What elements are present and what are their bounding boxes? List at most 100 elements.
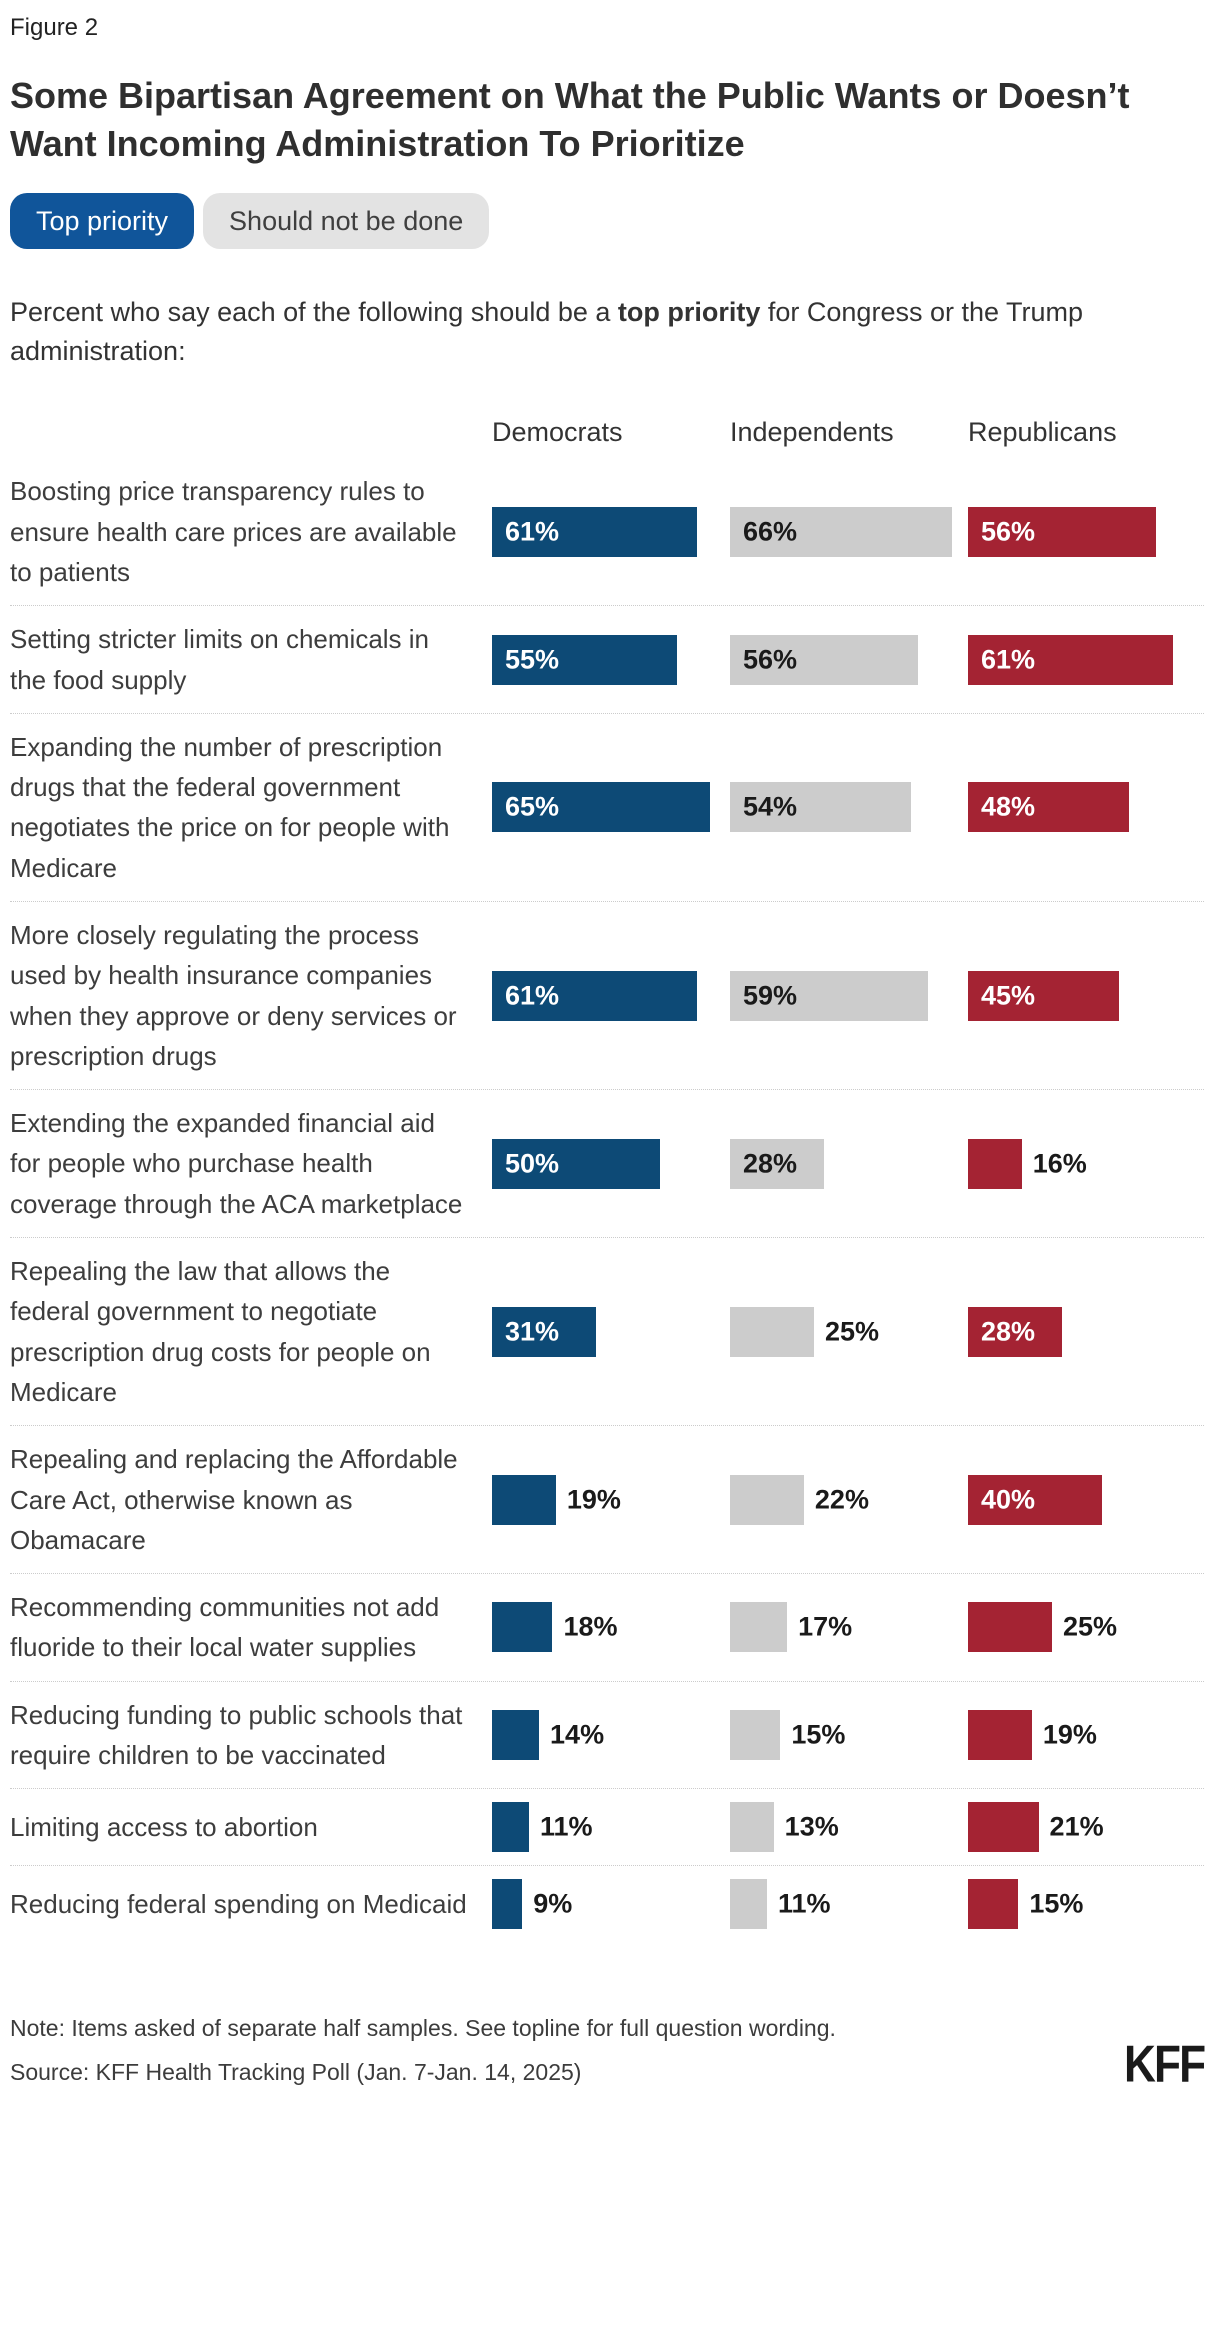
bar-value: 66% [743,516,798,547]
republicans-bar: 15% [968,1879,1083,1930]
table-row: Setting stricter limits on chemicals in … [10,606,1204,714]
footer-source: Source: KFF Health Tracking Poll (Jan. 7… [10,2059,582,2086]
row-label: Reducing federal spending on Medicaid [10,1889,467,1920]
row-label: Recommending communities not add fluorid… [10,1592,440,1663]
republicans-bar: 28% [968,1306,1063,1357]
democrats-bar-cell: 31% [492,1306,730,1357]
independents-bar-cell: 15% [730,1710,968,1761]
bar-value: 17% [798,1611,853,1642]
republicans-bar-cell: 56% [968,506,1206,557]
chart-title: Some Bipartisan Agreement on What the Pu… [10,75,1130,164]
democrats-bar: 55% [492,634,677,685]
democrats-bar: 61% [492,506,697,557]
bar-value: 15% [1029,1888,1084,1919]
bar-value: 40% [981,1484,1036,1515]
independents-bar: 13% [730,1802,839,1853]
table-row: Limiting access to abortion 11% 13% 21% [10,1789,1204,1867]
democrats-bar-cell: 61% [492,970,730,1021]
democrats-bar: 19% [492,1474,621,1525]
democrats-bar-cell: 9% [492,1879,730,1930]
democrats-bar: 61% [492,970,697,1021]
independents-bar: 54% [730,782,912,833]
row-label: Expanding the number of prescription dru… [10,731,450,883]
democrats-bar: 14% [492,1710,604,1761]
independents-bar: 11% [730,1879,831,1930]
democrats-bar: 31% [492,1306,597,1357]
table-row: Reducing federal spending on Medicaid 9%… [10,1866,1204,1942]
subtitle-bold: top priority [617,297,761,328]
republicans-bar: 61% [968,634,1173,685]
bar-value: 65% [505,791,560,822]
democrats-bar: 18% [492,1602,618,1653]
republicans-bar-cell: 48% [968,782,1206,833]
democrats-bar-cell: 65% [492,782,730,833]
republicans-bar-cell: 28% [968,1306,1206,1357]
bar-value: 14% [550,1719,605,1750]
republicans-bar-cell: 40% [968,1474,1206,1525]
republicans-bar: 19% [968,1710,1097,1761]
bar-value: 61% [505,516,560,547]
bar-value: 55% [505,644,560,674]
bar-value: 25% [825,1316,880,1347]
democrats-bar-cell: 55% [492,634,730,685]
democrats-bar: 65% [492,782,711,833]
table-row: Repealing the law that allows the federa… [10,1238,1206,1427]
table-row: More closely regulating the process used… [10,902,1204,1091]
democrats-bar: 11% [492,1802,593,1853]
republicans-bar: 40% [968,1474,1103,1525]
bar-value: 25% [1063,1611,1118,1642]
bar-value: 22% [814,1484,869,1515]
democrats-bar-cell: 61% [492,506,730,557]
bar-value: 48% [981,791,1036,822]
republicans-bar-cell: 16% [968,1138,1206,1189]
footer-text: Note: Items asked of separate half sampl… [10,2014,836,2088]
bar-value: 15% [791,1719,846,1750]
independents-bar: 28% [730,1138,825,1189]
independents-bar-cell: 25% [730,1306,968,1357]
row-label: Reducing funding to public schools that … [10,1699,463,1771]
republicans-bar: 25% [968,1602,1117,1653]
column-header-republicans: Republicans [968,417,1117,448]
subtitle-suffix: for Congress or the Trump administration… [10,297,1084,367]
democrats-bar-cell: 14% [492,1710,730,1761]
table-row: Boosting price transparency rules to ens… [10,458,1206,607]
democrats-bar-cell: 18% [492,1602,730,1653]
row-label: Repealing and replacing the Affordable C… [10,1444,458,1555]
bar-value: 19% [1042,1719,1097,1750]
bar-value: 61% [981,644,1036,674]
republicans-bar-cell: 15% [968,1879,1206,1930]
chart-rows: Boosting price transparency rules to ens… [10,458,1204,1942]
bar-value: 11% [777,1888,831,1919]
row-label: Setting stricter limits on chemicals in … [10,624,430,695]
table-row: Repealing and replacing the Affordable C… [10,1426,1206,1575]
subtitle-prefix: Percent who say each of the following sh… [10,297,618,328]
bar-value: 31% [505,1316,560,1347]
column-headers: Democrats Independents Republicans [10,417,1204,454]
bar-value: 45% [981,980,1036,1011]
democrats-bar-cell: 11% [492,1802,730,1853]
republicans-bar: 21% [968,1802,1104,1853]
independents-bar: 59% [730,970,929,1021]
independents-bar: 25% [730,1306,879,1357]
footer-note: Note: Items asked of separate half sampl… [10,2015,836,2042]
bar-value: 28% [743,1148,798,1179]
bar-value: 54% [743,791,798,822]
democrats-bar: 9% [492,1879,572,1930]
republicans-bar-cell: 19% [968,1710,1206,1761]
bar-value: 13% [784,1811,839,1842]
independents-bar-cell: 56% [730,634,968,685]
row-label: More closely regulating the process used… [10,919,457,1071]
independents-bar-cell: 28% [730,1138,968,1189]
table-row: Recommending communities not add fluorid… [10,1574,1204,1682]
republicans-bar-cell: 61% [968,634,1206,685]
toggle-top-priority-button[interactable]: Top priority [10,193,195,250]
bar-value: 9% [533,1888,573,1919]
bar-value: 19% [566,1484,621,1515]
kff-logo: KFF [1123,2036,1206,2094]
independents-bar-cell: 11% [730,1879,968,1930]
republicans-bar: 45% [968,970,1120,1021]
toggle-should-not-be-done-button[interactable]: Should not be done [203,193,490,250]
column-header-democrats: Democrats [492,417,623,448]
column-header-independents: Independents [730,417,894,448]
